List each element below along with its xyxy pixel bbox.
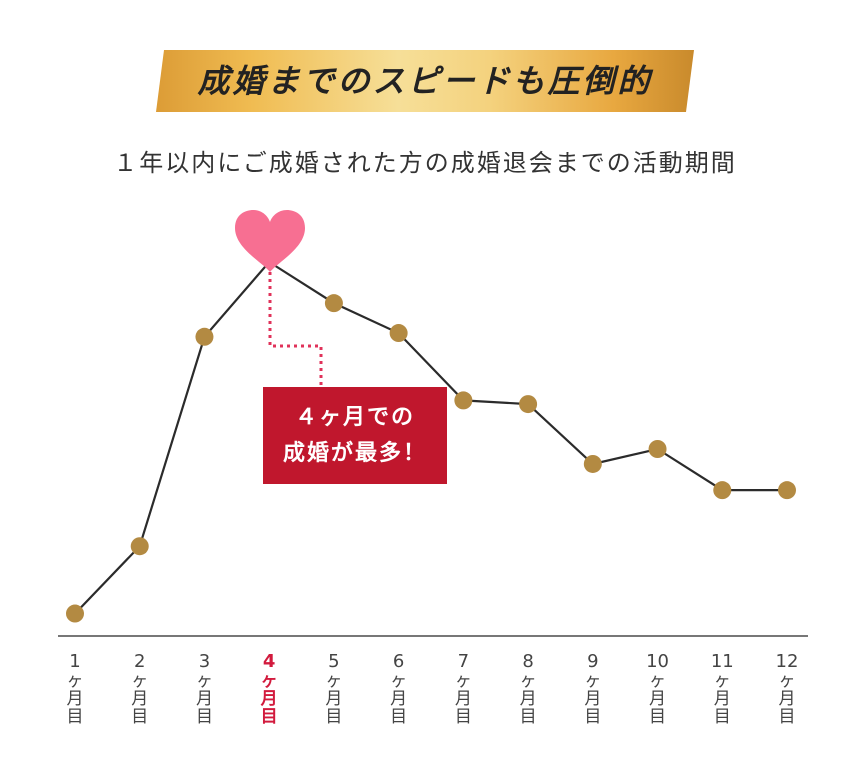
- x-tick-unit: 目: [131, 707, 149, 727]
- x-tick-unit: 目: [584, 707, 602, 727]
- x-tick-number: 6: [392, 651, 405, 672]
- x-tick-unit: 月: [66, 689, 84, 709]
- x-tick-unit: ヶ: [66, 671, 84, 691]
- data-point: [130, 537, 149, 556]
- x-tick-number: 3: [198, 651, 211, 672]
- x-tick-unit: ヶ: [325, 671, 343, 691]
- data-markers: [66, 294, 796, 623]
- x-tick-unit: 目: [454, 707, 472, 727]
- x-tick-unit: ヶ: [131, 671, 149, 691]
- x-tick-unit: 月: [390, 689, 408, 709]
- x-tick-unit: 月: [519, 689, 537, 709]
- callout-box: ４ヶ月での 成婚が最多！: [263, 387, 447, 484]
- x-tick-unit: 月: [195, 689, 213, 709]
- chart-subtitle: １年以内にご成婚された方の成婚退会までの活動期間: [113, 149, 737, 177]
- x-tick-unit: ヶ: [778, 671, 796, 691]
- x-tick-unit: 目: [260, 707, 278, 727]
- x-tick-unit: 月: [131, 689, 149, 709]
- x-tick-unit: ヶ: [519, 671, 537, 691]
- x-tick-unit: ヶ: [195, 671, 213, 691]
- x-tick-unit: 目: [649, 707, 667, 727]
- x-tick-unit: 月: [454, 689, 472, 709]
- x-tick-number: 11: [710, 651, 734, 672]
- x-tick-unit: ヶ: [713, 671, 731, 691]
- data-point: [648, 440, 667, 458]
- callout-line-1: ４ヶ月での: [294, 404, 415, 430]
- x-tick-number: 2: [133, 651, 146, 672]
- x-tick-unit: 目: [778, 707, 796, 727]
- data-point: [583, 454, 602, 473]
- x-tick-unit: 目: [195, 707, 213, 727]
- data-point: [778, 481, 796, 500]
- data-point: [66, 604, 84, 623]
- x-tick-unit: 月: [778, 689, 796, 709]
- callout-line-2: 成婚が最多！: [282, 440, 427, 466]
- x-tick-unit: 月: [713, 689, 731, 709]
- data-point: [713, 481, 732, 500]
- x-tick-number: 9: [587, 651, 599, 672]
- x-tick-number: 10: [646, 651, 669, 672]
- data-point: [519, 395, 538, 414]
- x-tick-unit: 目: [519, 707, 537, 727]
- x-tick-unit: 目: [390, 707, 408, 727]
- x-tick-number: 8: [522, 651, 534, 672]
- x-tick-unit: ヶ: [454, 671, 472, 691]
- x-tick-unit: 目: [66, 707, 84, 727]
- x-tick-unit: 月: [584, 689, 602, 709]
- x-tick-number: 7: [457, 651, 470, 672]
- x-tick-unit: 月: [649, 689, 667, 709]
- data-line: [74, 260, 787, 615]
- x-tick-unit: ヶ: [649, 671, 667, 691]
- x-tick-number: 1: [69, 651, 81, 672]
- heart-icon: [235, 210, 305, 272]
- x-tick-label: 12 ヶ月目: [767, 651, 807, 727]
- x-tick-unit: 月: [260, 689, 278, 709]
- title-banner: 成婚までのスピードも圧倒的: [156, 50, 694, 112]
- x-tick-unit: ヶ: [260, 671, 278, 691]
- x-tick-unit: 月: [325, 689, 343, 709]
- x-tick-label: 10 ヶ月目: [638, 651, 678, 727]
- x-tick-unit: ヶ: [584, 671, 602, 691]
- data-point: [324, 294, 343, 313]
- x-tick-unit: 目: [325, 707, 343, 727]
- x-tick-number: 4: [262, 651, 276, 672]
- callout-connector: [268, 272, 323, 387]
- x-tick-label: 11 ヶ月目: [702, 651, 742, 727]
- data-point: [389, 324, 408, 343]
- x-tick-unit: 目: [713, 707, 731, 727]
- x-tick-number: 12: [775, 651, 799, 672]
- chart-title: 成婚までのスピードも圧倒的: [197, 62, 653, 100]
- data-point: [454, 391, 473, 410]
- data-point: [195, 327, 214, 346]
- x-tick-number: 5: [328, 651, 340, 672]
- x-tick-unit: ヶ: [390, 671, 408, 691]
